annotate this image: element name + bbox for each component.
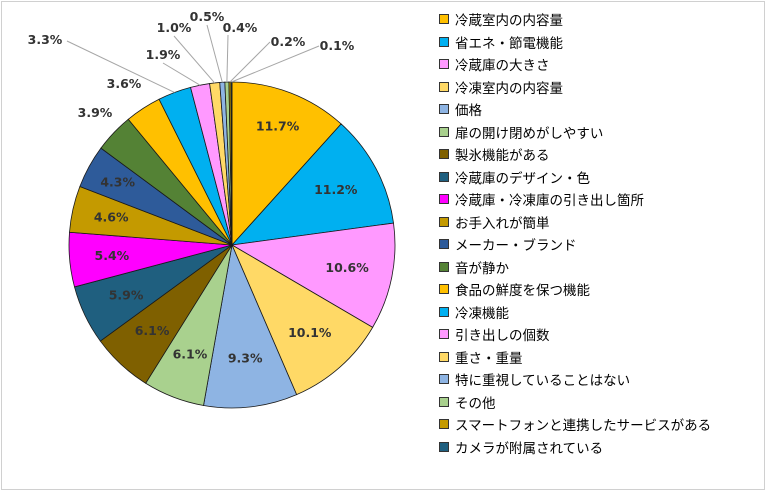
legend-label: お手入れが簡単: [455, 215, 550, 232]
legend-item-2: 省エネ・節電機能: [439, 31, 765, 54]
legend-swatch: [439, 441, 449, 452]
data-label-19: 0.2%: [271, 34, 306, 49]
legend-item-9: 冷蔵庫・冷凍庫の引き出し箇所: [439, 188, 765, 211]
leader-line-18: [226, 34, 229, 83]
pie-slice-2: [230, 123, 394, 246]
pie-slice-4: [231, 244, 374, 396]
legend-swatch: [439, 329, 449, 340]
leader-lines: [66, 24, 320, 93]
legend-label: 冷凍室内の内容量: [455, 80, 563, 97]
legend-label: 食品の鮮度を保つ機能: [455, 283, 590, 300]
legend-item-6: 扉の開け閉めがしやすい: [439, 121, 765, 144]
data-label-20: 0.1%: [320, 38, 355, 53]
legend-label: 冷蔵室内の内容量: [455, 13, 563, 30]
data-label-6: 6.1%: [173, 347, 208, 362]
legend-item-8: 冷蔵庫のデザイン・色: [439, 166, 765, 189]
legend-item-12: 音が静か: [439, 256, 765, 279]
legend-label: 製氷機能がある: [455, 148, 550, 165]
legend-item-13: 食品の鮮度を保つ機能: [439, 278, 765, 301]
legend-label: メーカー・ブランド: [455, 238, 577, 255]
legend-item-11: メーカー・ブランド: [439, 233, 765, 256]
data-label-13: 3.6%: [107, 76, 142, 91]
data-label-10: 4.6%: [94, 210, 129, 225]
legend-swatch: [439, 36, 449, 47]
legend-label: 冷蔵庫の大きさ: [455, 58, 550, 75]
legend-label: 冷凍機能: [455, 305, 509, 322]
legend-swatch: [439, 59, 449, 70]
data-label-1: 11.7%: [256, 118, 300, 133]
data-label-18: 0.4%: [223, 20, 258, 35]
legend-label: 音が静か: [455, 260, 509, 277]
legend-label: その他: [455, 395, 496, 412]
pie-slice-3: [230, 222, 396, 328]
legend-item-14: 冷凍機能: [439, 301, 765, 324]
data-label-16: 1.0%: [157, 20, 192, 35]
legend-label: カメラが附属されている: [455, 440, 604, 457]
legend-item-10: お手入れが簡単: [439, 211, 765, 234]
legend-swatch: [439, 396, 449, 407]
legend-item-20: カメラが附属されている: [439, 436, 765, 459]
data-label-14: 3.3%: [28, 32, 63, 47]
legend-swatch: [439, 171, 449, 182]
legend-item-1: 冷蔵室内の内容量: [439, 8, 765, 31]
data-label-3: 10.6%: [325, 260, 369, 275]
legend-swatch: [439, 351, 449, 362]
legend-label: 冷蔵庫・冷凍庫の引き出し箇所: [455, 193, 644, 210]
legend-swatch: [439, 261, 449, 272]
data-label-4: 10.1%: [288, 325, 332, 340]
leader-line-16: [173, 35, 216, 84]
legend-item-15: 引き出しの個数: [439, 323, 765, 346]
legend-label: 扉の開け閉めがしやすい: [455, 125, 604, 142]
data-label-2: 11.2%: [314, 182, 358, 197]
data-label-12: 3.9%: [78, 105, 113, 120]
pie-slices: [68, 81, 396, 409]
data-label-17: 0.5%: [190, 9, 225, 24]
leader-line-17: [206, 24, 223, 83]
legend-swatch: [439, 81, 449, 92]
legend-label: 特に重視していることはない: [455, 373, 631, 390]
legend-item-5: 価格: [439, 98, 765, 121]
data-label-9: 5.4%: [95, 248, 130, 263]
legend-item-19: スマートフォンと連携したサービスがある: [439, 413, 765, 436]
data-label-11: 4.3%: [100, 174, 135, 189]
legend: 冷蔵室内の内容量 省エネ・節電機能 冷蔵庫の大きさ 冷凍室内の内容量 価格扉の開け閉めが…: [439, 8, 765, 458]
leader-line-15: [162, 62, 201, 86]
legend-item-16: 重さ・重量: [439, 346, 765, 369]
leader-line-20: [231, 45, 320, 83]
legend-swatch: [439, 284, 449, 295]
data-label-8: 5.9%: [109, 288, 144, 303]
data-label-15: 1.9%: [146, 47, 181, 62]
legend-item-18: その他: [439, 391, 765, 414]
data-labels: 11.7% 11.2% 10.6% 10.1% 9.3% 6.1%6.1% 5.9% 5.4%…: [28, 9, 370, 365]
legend-item-4: 冷凍室内の内容量: [439, 76, 765, 99]
legend-swatch: [439, 126, 449, 137]
legend-swatch: [439, 194, 449, 205]
pie-slice-5: [203, 243, 298, 409]
legend-swatch: [439, 306, 449, 317]
legend-label: 価格: [455, 103, 482, 120]
legend-label: スマートフォンと連携したサービスがある: [455, 418, 712, 435]
legend-label: 省エネ・節電機能: [455, 35, 563, 52]
legend-label: 重さ・重量: [455, 350, 523, 367]
legend-swatch: [439, 374, 449, 385]
legend-swatch: [439, 149, 449, 160]
legend-label: 冷蔵庫のデザイン・色: [455, 170, 590, 187]
legend-swatch: [439, 419, 449, 430]
leader-line-14: [66, 40, 175, 93]
pie-slice-1: [231, 81, 342, 247]
data-label-7: 6.1%: [135, 323, 170, 338]
legend-label: 引き出しの個数: [455, 328, 550, 345]
legend-item-3: 冷蔵庫の大きさ: [439, 53, 765, 76]
legend-item-7: 製氷機能がある: [439, 143, 765, 166]
legend-swatch: [439, 14, 449, 25]
leader-line-19: [229, 41, 271, 83]
legend-swatch: [439, 216, 449, 227]
legend-item-17: 特に重視していることはない: [439, 368, 765, 391]
data-label-5: 9.3%: [228, 350, 263, 365]
legend-swatch: [439, 104, 449, 115]
legend-swatch: [439, 239, 449, 250]
